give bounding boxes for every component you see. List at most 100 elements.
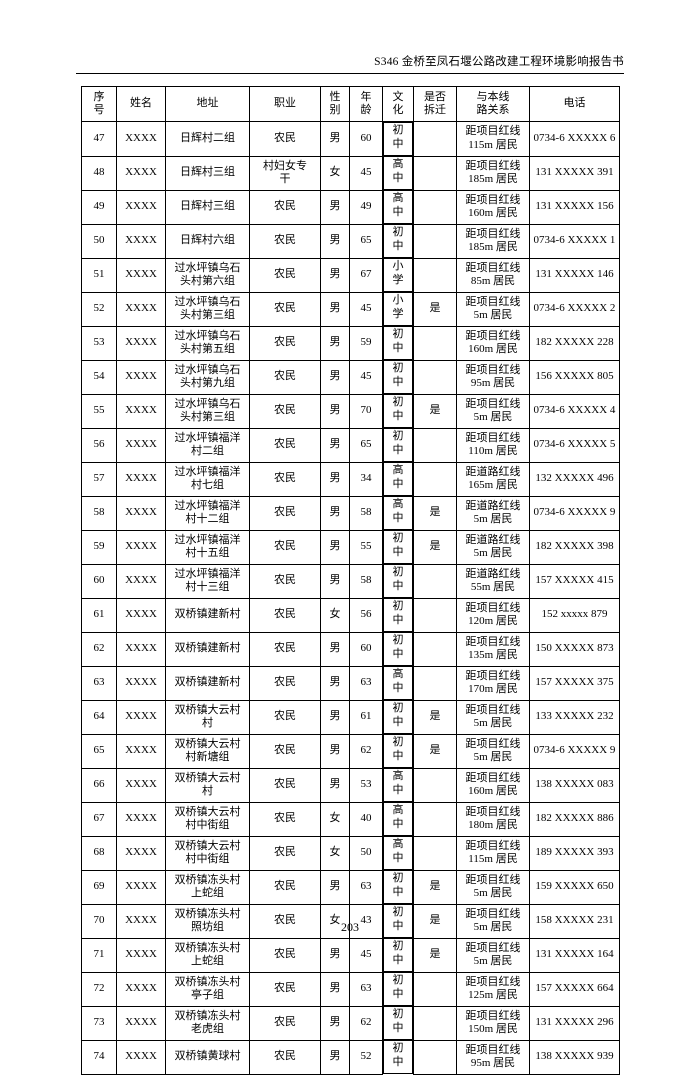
cell-address: 双桥镇黄球村 <box>165 1039 250 1075</box>
cell-name: XXXX <box>116 971 166 1007</box>
cell-serial-no: 59 <box>81 529 117 565</box>
cell-address: 双桥镇冻头村 照坊组 <box>165 903 250 939</box>
table-row: 58 XXXX 过水坪镇福洋 村十二组 农民男 58 高中是距道路红线 5m 居民 0734-6… <box>81 495 620 531</box>
cell-phone: 182 XXXXX 228 <box>529 325 620 361</box>
cell-occupation: 农民 <box>249 189 321 225</box>
cell-relation-to-route-line2: 125m 居民 <box>468 989 518 1001</box>
cell-occupation-line1: 农民 <box>274 642 296 655</box>
cell-relation-to-route: 距项目红线 5m 居民 <box>456 869 530 905</box>
table-row: 50 XXXX 日辉村六组 农民男 65 初中距项目红线 185m 居民 0734-6 XXX… <box>81 223 620 259</box>
cell-occupation-line1: 农民 <box>274 1050 296 1063</box>
cell-age: 52 <box>349 1039 383 1075</box>
cell-relocation <box>413 835 457 871</box>
cell-education-line1: 初 <box>392 940 404 952</box>
cell-serial-no: 66 <box>81 767 117 803</box>
cell-phone: 0734-6 XXXXX 1 <box>529 223 620 259</box>
cell-phone: 0734-6 XXXXX 6 <box>529 121 620 157</box>
cell-education: 初中 <box>383 904 413 938</box>
cell-occupation: 农民 <box>249 427 321 463</box>
cell-serial-no: 57 <box>81 461 117 497</box>
cell-occupation: 农民 <box>249 665 321 701</box>
cell-education: 初中 <box>383 1006 413 1040</box>
cell-education-line1: 初 <box>392 124 404 136</box>
cell-relocation <box>413 563 457 599</box>
cell-relation-to-route-line2: 5m 居民 <box>473 751 513 763</box>
cell-education: 初中 <box>383 122 413 156</box>
cell-relocation: 是 <box>413 495 457 531</box>
cell-education: 高中 <box>383 836 413 870</box>
cell-gender: 女 <box>320 835 350 871</box>
cell-education-line1: 小 <box>392 294 404 306</box>
cell-address: 双桥镇建新村 <box>165 631 250 667</box>
cell-relation-to-route-line2: 135m 居民 <box>468 649 518 661</box>
cell-relation-to-route: 距项目红线 120m 居民 <box>456 597 530 633</box>
cell-education-line2: 中 <box>392 953 404 966</box>
cell-address-line1: 日辉村三组 <box>180 166 235 179</box>
cell-phone: 157 XXXXX 415 <box>529 563 620 599</box>
cell-relation-to-route-line2: 5m 居民 <box>473 411 513 423</box>
cell-name: XXXX <box>116 869 166 905</box>
cell-relation-to-route-line2: 170m 居民 <box>468 683 518 695</box>
cell-education: 高中 <box>383 156 413 190</box>
cell-age: 67 <box>349 257 383 293</box>
cell-relation-to-route-line2: 160m 居民 <box>468 785 518 797</box>
cell-education-line1: 初 <box>392 736 404 748</box>
cell-relation-to-route-line1: 距道路红线 <box>465 567 521 580</box>
cell-occupation-line1: 农民 <box>274 200 296 213</box>
cell-gender: 男 <box>320 427 350 463</box>
cell-occupation: 农民 <box>249 393 321 429</box>
cell-occupation-line2: 干 <box>279 173 291 185</box>
cell-address-line2: 头村第五组 <box>180 343 235 355</box>
cell-relation-to-route-line1: 距项目红线 <box>465 975 521 988</box>
cell-education-line1: 高 <box>392 192 404 204</box>
cell-age: 45 <box>349 359 383 395</box>
cell-relation-to-route-line2: 110m 居民 <box>468 445 518 457</box>
cell-address-line1: 过水坪镇乌石 <box>174 261 241 274</box>
cell-education-line2: 中 <box>392 1021 404 1034</box>
cell-address: 过水坪镇福洋 村十五组 <box>165 529 250 565</box>
cell-occupation-line1: 农民 <box>274 404 296 417</box>
cell-gender: 女 <box>320 597 350 633</box>
cell-phone: 131 XXXXX 146 <box>529 257 620 293</box>
cell-serial-no: 65 <box>81 733 117 769</box>
cell-occupation: 农民 <box>249 597 321 633</box>
table-row: 56 XXXX 过水坪镇福洋 村二组 农民男 65 初中距项目红线 110m 居民 0734-6… <box>81 427 620 463</box>
cell-serial-no: 48 <box>81 155 117 191</box>
cell-address-line2: 村二组 <box>191 445 224 457</box>
cell-relation-to-route: 距项目红线 185m 居民 <box>456 223 530 259</box>
cell-phone: 0734-6 XXXXX 2 <box>529 291 620 327</box>
cell-name: XXXX <box>116 359 166 395</box>
cell-relation-to-route: 距项目红线 170m 居民 <box>456 665 530 701</box>
column-header-age: 年 龄 <box>349 86 383 122</box>
column-header-occupation: 职业 <box>249 86 321 122</box>
cell-phone: 0734-6 XXXXX 5 <box>529 427 620 463</box>
cell-occupation: 农民 <box>249 699 321 735</box>
cell-address-line1: 过水坪镇福洋 <box>174 533 241 546</box>
cell-education-line2: 中 <box>392 239 404 252</box>
cell-occupation-line1: 农民 <box>274 268 296 281</box>
cell-age: 60 <box>349 631 383 667</box>
cell-phone: 189 XXXXX 393 <box>529 835 620 871</box>
cell-gender: 男 <box>320 767 350 803</box>
cell-serial-no: 54 <box>81 359 117 395</box>
table-header-row: 序 号 姓名 地址 职业 性 别 <box>81 86 620 122</box>
cell-relation-to-route-line2: 85m 居民 <box>470 275 516 287</box>
table-row: 73 XXXX 双桥镇冻头村 老虎组 农民男 62 初中距项目红线 150m 居民 131 XX… <box>81 1005 620 1041</box>
cell-address: 过水坪镇福洋 村十二组 <box>165 495 250 531</box>
table-row: 49 XXXX 日辉村三组 农民男 49 高中距项目红线 160m 居民 131 XXXXX … <box>81 189 620 225</box>
cell-address-line1: 日辉村六组 <box>180 234 235 247</box>
cell-phone: 131 XXXXX 156 <box>529 189 620 225</box>
cell-name: XXXX <box>116 223 166 259</box>
cell-age: 55 <box>349 529 383 565</box>
cell-education: 高中 <box>383 666 413 700</box>
cell-occupation: 农民 <box>249 495 321 531</box>
cell-serial-no: 58 <box>81 495 117 531</box>
column-header-relation-to-route: 与本线 路关系 <box>456 86 530 122</box>
cell-address-line1: 双桥镇建新村 <box>174 608 241 621</box>
cell-education-line2: 中 <box>392 579 404 592</box>
cell-name: XXXX <box>116 461 166 497</box>
cell-occupation-line1: 农民 <box>274 472 296 485</box>
cell-relation-to-route-line1: 距项目红线 <box>465 601 521 614</box>
cell-address: 日辉村三组 <box>165 189 250 225</box>
cell-occupation-line1: 农民 <box>274 948 296 961</box>
